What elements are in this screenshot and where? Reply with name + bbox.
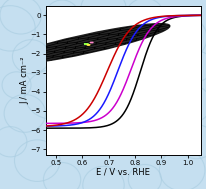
Ellipse shape xyxy=(3,24,169,64)
Circle shape xyxy=(90,42,93,43)
X-axis label: E / V vs. RHE: E / V vs. RHE xyxy=(96,167,149,176)
Y-axis label: J / mA cm⁻²: J / mA cm⁻² xyxy=(20,57,29,104)
